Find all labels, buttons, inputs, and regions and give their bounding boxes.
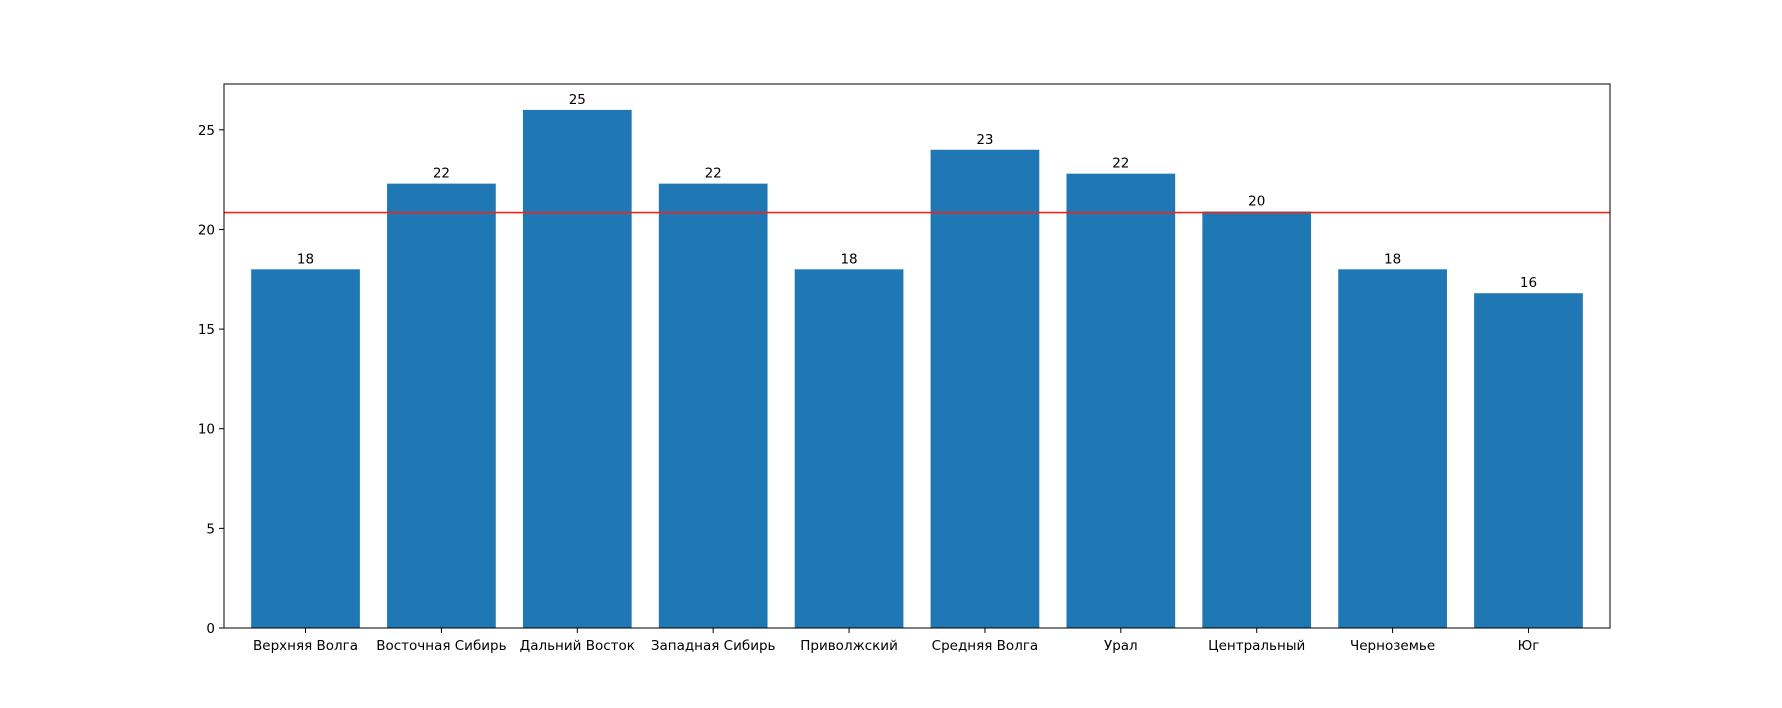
x-tick-label: Юг — [1518, 638, 1540, 654]
x-tick-label: Западная Сибирь — [651, 638, 776, 654]
y-tick-label: 15 — [198, 322, 215, 338]
y-tick-label: 0 — [206, 621, 215, 637]
bars-layer — [251, 109, 1583, 628]
x-tick-label: Приволжский — [800, 638, 898, 654]
bar-value-label: 22 — [705, 166, 722, 182]
bar-value-label: 18 — [840, 251, 857, 267]
bar-value-label: 25 — [569, 92, 586, 108]
bar — [794, 269, 904, 628]
bar — [1338, 269, 1447, 628]
axes-layer — [219, 83, 1611, 633]
y-tick-label: 25 — [198, 123, 215, 139]
x-tick-label: Центральный — [1208, 638, 1305, 654]
x-tick-label: Средняя Волга — [932, 638, 1039, 654]
bar — [522, 109, 632, 628]
bar — [1066, 173, 1176, 628]
y-tick-label: 5 — [206, 521, 215, 537]
bar — [1474, 293, 1583, 628]
axes-frame — [223, 83, 1611, 629]
bar — [930, 149, 1040, 628]
bar-value-label: 23 — [976, 132, 993, 148]
bar-value-label: 18 — [1384, 251, 1401, 267]
y-tick-label: 20 — [198, 222, 215, 238]
bar-value-label: 18 — [297, 251, 314, 267]
bar-value-label: 22 — [1112, 156, 1129, 172]
bar-value-label: 16 — [1520, 275, 1537, 291]
y-tick-label: 10 — [198, 422, 215, 438]
bar — [1202, 211, 1312, 628]
x-tick-label: Восточная Сибирь — [376, 638, 506, 654]
bar — [251, 269, 360, 628]
x-tick-label: Верхняя Волга — [253, 638, 358, 654]
bar-value-label: 22 — [433, 166, 450, 182]
x-tick-label: Дальний Восток — [520, 638, 635, 654]
bar-value-label: 20 — [1248, 194, 1265, 210]
bar — [387, 183, 496, 628]
bar — [658, 183, 768, 628]
x-tick-label: Урал — [1104, 638, 1138, 654]
x-tick-label: Черноземье — [1350, 638, 1435, 654]
labels-layer: 18 Верхняя Волга 22 Восточная Сибирь 25 Дальн… — [198, 92, 1539, 654]
